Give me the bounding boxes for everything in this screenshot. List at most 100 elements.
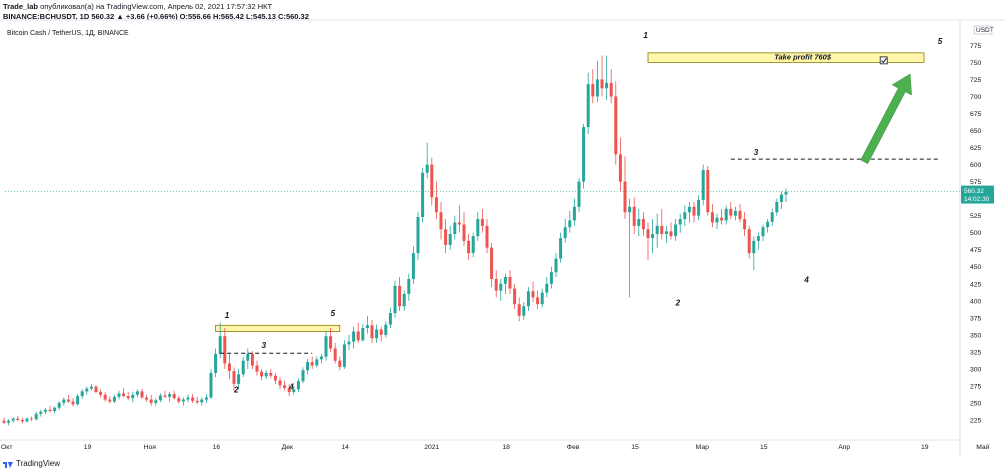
- candle[interactable]: [191, 394, 195, 403]
- candle[interactable]: [227, 353, 231, 380]
- candle[interactable]: [62, 397, 66, 406]
- candle[interactable]: [310, 356, 314, 369]
- candle[interactable]: [660, 208, 664, 240]
- candle[interactable]: [549, 266, 553, 289]
- candle[interactable]: [76, 394, 80, 406]
- candle[interactable]: [494, 270, 498, 298]
- currency-box[interactable]: [973, 25, 993, 35]
- candle[interactable]: [356, 322, 360, 344]
- candle[interactable]: [499, 278, 503, 301]
- candle[interactable]: [618, 137, 622, 192]
- candle[interactable]: [572, 198, 576, 226]
- candle[interactable]: [545, 276, 549, 298]
- candle[interactable]: [149, 394, 153, 406]
- candle[interactable]: [379, 326, 383, 342]
- candle[interactable]: [457, 205, 461, 233]
- candle[interactable]: [752, 236, 756, 271]
- candle[interactable]: [614, 81, 618, 165]
- candle[interactable]: [361, 323, 365, 342]
- author-name[interactable]: Trade_lab: [3, 2, 39, 11]
- candle[interactable]: [453, 215, 457, 240]
- candle[interactable]: [34, 411, 38, 421]
- candle[interactable]: [756, 232, 760, 250]
- candle[interactable]: [260, 368, 264, 381]
- candle[interactable]: [135, 389, 139, 398]
- candle[interactable]: [628, 198, 632, 298]
- candle[interactable]: [39, 409, 43, 417]
- candle[interactable]: [365, 315, 369, 334]
- candle[interactable]: [554, 253, 558, 277]
- candle[interactable]: [591, 69, 595, 104]
- candle[interactable]: [448, 225, 452, 250]
- candle[interactable]: [108, 396, 112, 404]
- candle[interactable]: [306, 358, 310, 375]
- candle[interactable]: [733, 206, 737, 221]
- candle[interactable]: [416, 212, 420, 260]
- candle[interactable]: [250, 351, 254, 369]
- candle[interactable]: [338, 356, 342, 371]
- candle[interactable]: [729, 202, 733, 220]
- candle[interactable]: [25, 417, 29, 423]
- candle[interactable]: [411, 246, 415, 284]
- candle[interactable]: [779, 191, 783, 209]
- candle[interactable]: [664, 225, 668, 243]
- candle[interactable]: [283, 381, 287, 391]
- candle[interactable]: [315, 356, 319, 368]
- candle[interactable]: [766, 219, 770, 233]
- resistance-zone[interactable]: [215, 324, 341, 332]
- candle[interactable]: [738, 204, 742, 223]
- candle[interactable]: [577, 178, 581, 213]
- candle[interactable]: [715, 213, 719, 230]
- candle[interactable]: [94, 385, 98, 394]
- candle[interactable]: [425, 142, 429, 179]
- candle[interactable]: [103, 392, 107, 402]
- candle[interactable]: [246, 348, 250, 369]
- candle[interactable]: [66, 394, 70, 403]
- candle[interactable]: [80, 389, 84, 399]
- candle[interactable]: [434, 181, 438, 220]
- candle[interactable]: [526, 287, 530, 311]
- candle[interactable]: [287, 383, 291, 397]
- take-profit-zone[interactable]: [647, 52, 925, 63]
- candle[interactable]: [605, 55, 609, 100]
- candle[interactable]: [503, 273, 507, 294]
- candle[interactable]: [480, 208, 484, 233]
- candle[interactable]: [278, 377, 282, 390]
- candle[interactable]: [582, 123, 586, 189]
- candle[interactable]: [600, 55, 604, 97]
- candle[interactable]: [324, 331, 328, 361]
- candle[interactable]: [195, 396, 199, 405]
- candle[interactable]: [388, 307, 392, 329]
- candle[interactable]: [218, 322, 222, 358]
- candle[interactable]: [126, 392, 130, 401]
- candle[interactable]: [697, 195, 701, 221]
- candle[interactable]: [559, 232, 563, 263]
- candle[interactable]: [609, 69, 613, 104]
- candle[interactable]: [692, 202, 696, 223]
- candle[interactable]: [131, 392, 135, 403]
- candle[interactable]: [701, 164, 705, 206]
- candle[interactable]: [43, 407, 47, 414]
- candle[interactable]: [53, 406, 57, 414]
- candle[interactable]: [333, 343, 337, 364]
- candle[interactable]: [646, 222, 650, 260]
- candle[interactable]: [407, 273, 411, 301]
- candle[interactable]: [747, 225, 751, 259]
- candle[interactable]: [462, 212, 466, 247]
- candle[interactable]: [674, 219, 678, 241]
- candle[interactable]: [743, 212, 747, 237]
- candle[interactable]: [720, 208, 724, 225]
- candle[interactable]: [522, 302, 526, 320]
- candle[interactable]: [471, 232, 475, 258]
- candle[interactable]: [467, 234, 471, 260]
- candle[interactable]: [623, 156, 627, 220]
- candle[interactable]: [319, 353, 323, 364]
- candle[interactable]: [595, 61, 599, 102]
- candle[interactable]: [329, 328, 333, 352]
- candle[interactable]: [384, 321, 388, 338]
- footer-brand[interactable]: TradingView: [16, 459, 61, 468]
- candle[interactable]: [375, 324, 379, 344]
- candle[interactable]: [85, 386, 89, 395]
- candle[interactable]: [57, 400, 61, 410]
